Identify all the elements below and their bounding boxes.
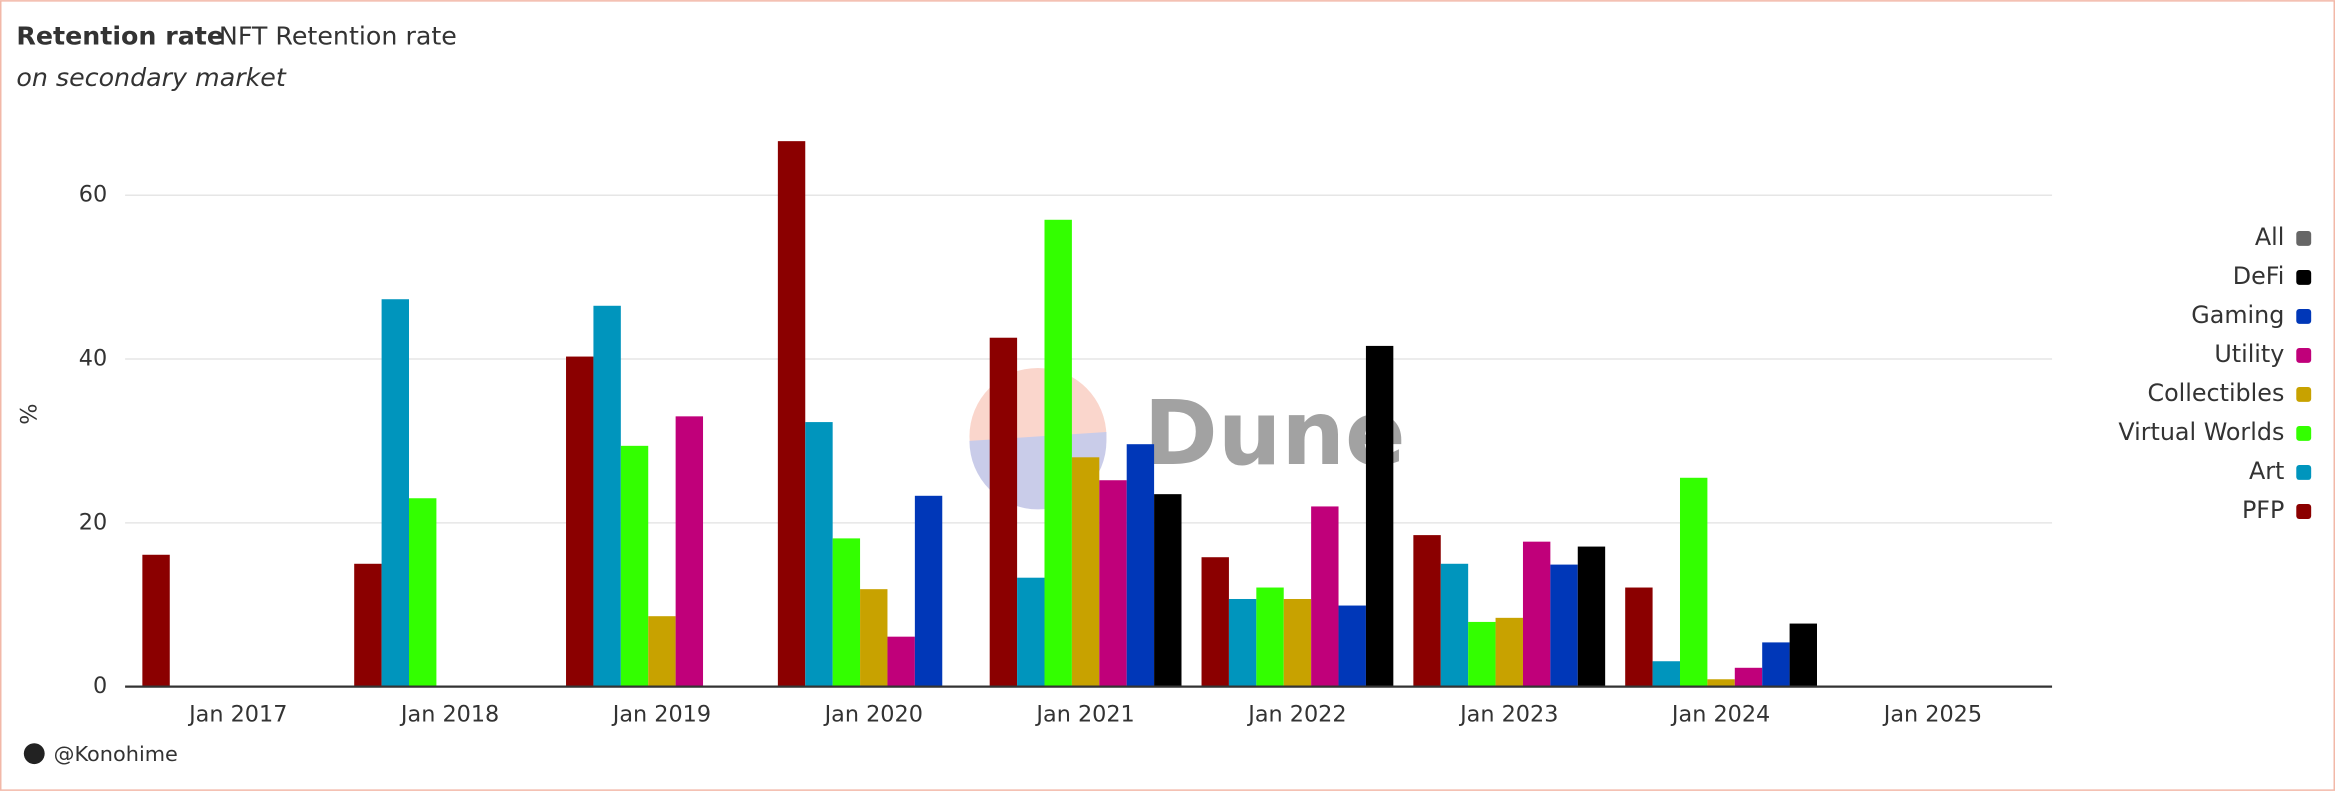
bar [989,337,1018,687]
bar [648,616,676,687]
legend-label: PFP [2242,496,2284,524]
bar [805,422,833,687]
legend-label: Art [2249,457,2284,485]
chart-subtitle: on secondary market [16,63,286,92]
legend-label: Utility [2214,340,2284,368]
bar [1283,598,1312,687]
legend-label: Collectibles [2147,379,2284,407]
bar [620,445,649,687]
bar [566,356,594,687]
legend-label: All [2255,223,2285,251]
plot: 0 20 40 60 Jan 2017 Jan 2018 Jan 2019 Jan 2020 J… [79,141,2312,727]
bar [1126,444,1155,687]
y-tick-label: 60 [79,182,107,208]
bar [1311,506,1339,687]
bar [1338,605,1366,687]
bar [860,589,888,687]
legend-swatch [2296,347,2312,363]
bar [1550,564,1578,687]
legend-swatch [2296,308,2312,324]
legend-swatch [2296,465,2312,480]
x-tick-label: Jan 2025 [1882,701,1982,727]
bar [1044,219,1072,687]
x-tick-label: Jan 2017 [187,701,287,727]
legend-label: Gaming [2191,301,2284,329]
bar [1577,546,1606,687]
bar [1707,679,1735,687]
bar [777,141,806,687]
bar [1625,587,1653,687]
x-tick-label: Jan 2021 [1034,701,1134,727]
credit-icon [23,743,45,765]
bar [354,563,382,687]
x-tick-label: Jan 2019 [611,701,711,727]
bar [1762,642,1790,687]
x-tick-label: Jan 2023 [1458,701,1558,727]
legend-label: Virtual Worlds [2118,418,2284,446]
bar [1099,480,1127,687]
bar [408,498,437,687]
bar [1522,541,1551,687]
x-tick-label: Jan 2018 [399,701,499,727]
chart-title: Retention rate [16,21,224,50]
legend-swatch [2296,426,2312,441]
x-tick-label: Jan 2024 [1670,701,1770,727]
bar [1679,477,1708,687]
watermark-text: Dune [1144,382,1406,486]
chart-subtitle-main: NFT Retention rate [219,21,457,50]
bar [1201,557,1229,687]
bar [1468,621,1496,687]
legend-swatch [2296,230,2312,246]
bar [887,636,915,687]
bar [1365,345,1394,687]
y-axis-label: % [16,404,42,425]
bar [1256,587,1284,687]
bar [1652,661,1680,687]
bar [914,495,943,687]
bar [1440,563,1469,687]
bar [1154,494,1182,687]
bar [1734,667,1763,687]
legend-swatch [2296,387,2312,402]
legend-swatch [2296,504,2312,519]
bar [1789,623,1817,687]
bar [381,299,409,687]
bar [675,416,704,687]
y-tick-label: 40 [79,346,107,372]
y-tick-label: 0 [93,673,107,699]
bar [1017,577,1045,687]
bar [832,538,861,687]
bar [1495,617,1523,687]
credit: @Konohime [54,742,178,766]
bar [1071,457,1100,687]
bar [142,554,170,687]
bar [1228,598,1257,687]
x-tick-label: Jan 2022 [1246,701,1346,727]
y-tick-label: 20 [79,509,107,535]
legend-swatch [2296,269,2312,285]
bar [593,305,621,687]
x-tick-label: Jan 2020 [823,701,923,727]
legend-label: DeFi [2233,262,2285,290]
bar [1413,535,1441,687]
